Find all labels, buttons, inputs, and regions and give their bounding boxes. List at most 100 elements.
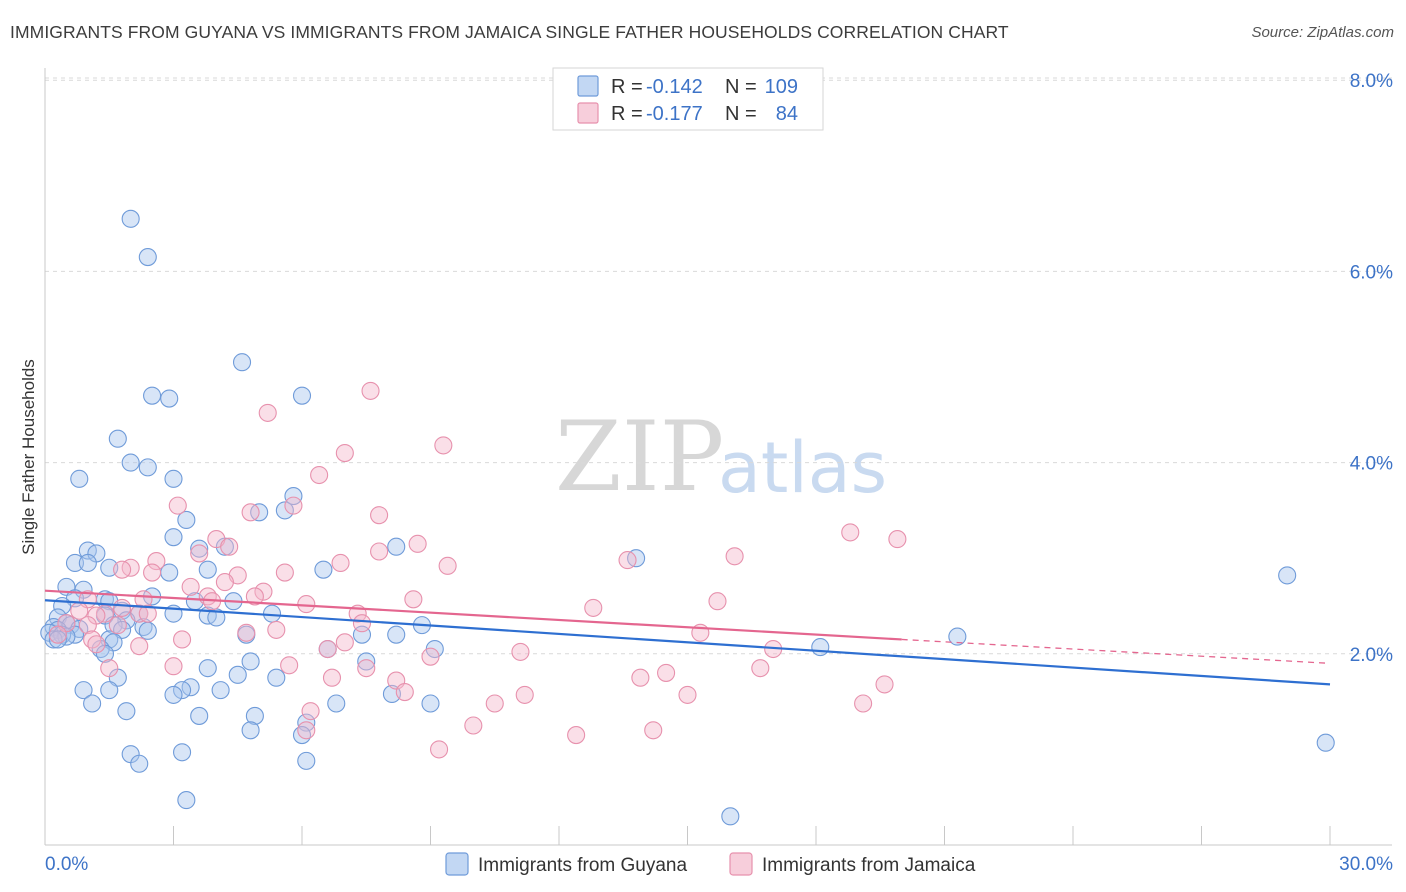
series-legend-swatch-guyana	[445, 852, 469, 876]
trend-layer	[44, 589, 1331, 686]
jamaica-point	[331, 553, 350, 573]
guyana-point	[948, 627, 967, 646]
jamaica-point	[164, 657, 183, 676]
jamaica-point	[254, 582, 273, 601]
guyana-point	[177, 510, 196, 530]
guyana-point	[721, 807, 740, 826]
series-legend: Immigrants from Guyana Immigrants from J…	[445, 852, 976, 876]
series-legend-label-guyana: Immigrants from Guyana	[478, 855, 687, 876]
guyana-point	[108, 429, 127, 448]
y-tick-label: 2.0%	[1350, 645, 1393, 666]
jamaica-point	[335, 443, 354, 463]
guyana-point	[314, 560, 333, 579]
jamaica-point	[370, 542, 389, 561]
jamaica-point	[841, 523, 860, 542]
jamaica-point	[190, 544, 209, 563]
x-tick-label: 0.0%	[45, 854, 88, 875]
jamaica-point	[87, 635, 106, 654]
guyana-point	[173, 681, 192, 700]
jamaica-point	[147, 552, 166, 571]
chart-title: IMMIGRANTS FROM GUYANA VS IMMIGRANTS FRO…	[10, 22, 1009, 42]
guyana-point	[284, 487, 303, 506]
source-label: Source: ZipAtlas.com	[1251, 24, 1394, 41]
jamaica-point	[644, 721, 663, 740]
guyana-point	[241, 652, 260, 671]
guyana-point	[117, 702, 136, 721]
jamaica-point	[875, 675, 894, 694]
jamaica-point	[100, 659, 119, 678]
jamaica-point	[318, 639, 337, 659]
jamaica-point	[888, 530, 907, 549]
y-tick-label: 4.0%	[1350, 454, 1393, 475]
jamaica-point	[352, 614, 372, 633]
jamaica-point	[584, 598, 603, 617]
jamaica-point	[78, 616, 97, 635]
guyana-point	[138, 621, 157, 640]
jamaica-point	[297, 595, 316, 614]
jamaica-point	[567, 726, 586, 745]
jamaica-point	[108, 616, 127, 635]
guyana-point	[190, 706, 209, 725]
jamaica-point	[511, 642, 530, 661]
jamaica-point	[708, 592, 727, 611]
jamaica-point	[434, 436, 453, 455]
guyana-point	[78, 553, 97, 573]
legend-swatch-guyana	[577, 75, 599, 97]
jamaica-trend-extension	[901, 638, 1331, 665]
jamaica-trend-line	[44, 589, 902, 641]
jamaica-point	[173, 630, 192, 649]
jamaica-point	[751, 659, 770, 678]
guyana-point	[267, 668, 286, 687]
series-legend-label-jamaica: Immigrants from Jamaica	[762, 855, 976, 876]
jamaica-point	[395, 682, 414, 702]
jamaica-point	[48, 625, 67, 644]
jamaica-point	[361, 381, 380, 400]
y-tick-label: 6.0%	[1350, 262, 1393, 283]
guyana-point	[138, 458, 157, 477]
legend-r-value-jamaica: -0.177	[646, 103, 703, 125]
guyana-point	[228, 665, 247, 684]
guyana-point	[292, 386, 312, 405]
jamaica-point	[618, 551, 637, 570]
legend-r-label-jamaica: R =	[611, 103, 643, 125]
jamaica-point	[322, 668, 342, 687]
guyana-point	[211, 681, 230, 700]
guyana-point	[1316, 733, 1335, 752]
jamaica-point	[310, 465, 329, 485]
jamaica-point	[267, 620, 286, 639]
jamaica-point	[357, 659, 376, 678]
jamaica-point	[301, 702, 320, 721]
axis-layer: 2.0% 4.0% 6.0% 8.0% 0.0% 30.0%	[44, 68, 1393, 875]
guyana-point	[232, 353, 252, 372]
jamaica-point	[515, 685, 534, 704]
guyana-point	[245, 706, 264, 725]
point-layer	[40, 209, 1335, 826]
legend-n-value-jamaica: 84	[776, 103, 798, 125]
jamaica-point	[245, 587, 264, 606]
guyana-point	[160, 389, 179, 408]
legend-r-label-guyana: R =	[611, 76, 643, 98]
guyana-point	[74, 681, 93, 700]
guyana-point	[421, 694, 440, 713]
guyana-point	[357, 652, 376, 671]
guyana-point	[327, 694, 346, 713]
jamaica-point	[275, 563, 294, 582]
watermark-atlas: atlas	[718, 427, 887, 509]
guyana-point	[198, 659, 217, 678]
jamaica-point	[485, 694, 504, 713]
y-axis-label: Single Father Households	[19, 359, 38, 555]
guyana-point	[177, 791, 196, 810]
guyana-point	[83, 694, 102, 713]
jamaica-point	[464, 716, 483, 735]
jamaica-point	[404, 590, 423, 609]
jamaica-point	[284, 496, 303, 515]
jamaica-point	[408, 534, 427, 553]
jamaica-point	[657, 663, 676, 682]
jamaica-point	[370, 506, 389, 525]
guyana-point	[65, 553, 85, 573]
guyana-trend-line	[44, 599, 1331, 686]
jamaica-point	[335, 633, 354, 652]
jamaica-point	[678, 685, 697, 704]
guyana-point	[190, 539, 209, 558]
guyana-point	[275, 501, 294, 520]
